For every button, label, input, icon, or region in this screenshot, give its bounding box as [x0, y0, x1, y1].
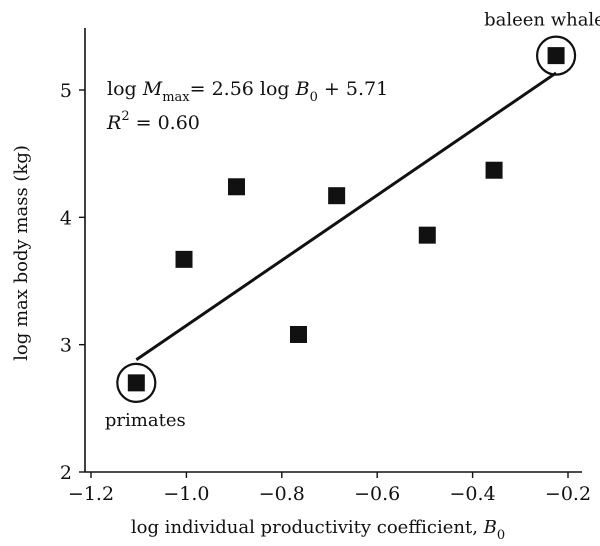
data-point	[175, 250, 193, 268]
regression-line	[135, 71, 557, 362]
x-tick-label: −1.2	[68, 483, 114, 505]
data-point	[547, 47, 565, 65]
data-point	[485, 161, 503, 179]
x-tick-label: −0.2	[545, 483, 591, 505]
data-point	[227, 178, 245, 196]
y-axis-title: log max body mass (kg)	[11, 145, 32, 361]
y-tick-label: 5	[60, 80, 72, 102]
data-point	[418, 226, 436, 244]
point-labels: primates baleen whales	[105, 10, 600, 431]
y-tick-label: 4	[60, 207, 72, 229]
data-points	[127, 47, 565, 392]
y-tick-label: 3	[60, 335, 72, 357]
highlight-circle	[535, 35, 577, 76]
fit-line-layer	[135, 71, 557, 362]
data-point	[289, 325, 307, 343]
y-tick-label: 2	[60, 462, 72, 484]
x-tick-label: −0.8	[259, 483, 305, 505]
x-tick-label: −0.6	[354, 483, 400, 505]
data-point	[328, 187, 346, 205]
r-squared: R2 = 0.60	[106, 109, 200, 134]
highlight-circle	[116, 362, 157, 403]
x-axis-title: log individual productivity coefficient,…	[131, 517, 505, 543]
point-label: primates	[105, 410, 186, 431]
x-tick-label: −1.0	[163, 483, 209, 505]
axes	[84, 28, 582, 473]
x-ticks: −1.2 −1.0 −0.8 −0.6 −0.4 −0.2	[68, 472, 591, 505]
point-label: baleen whales	[484, 10, 600, 31]
fit-equation: log Mmax= 2.56 log B0 + 5.71	[107, 78, 388, 105]
highlight-circles	[116, 35, 577, 403]
data-point	[127, 374, 145, 392]
y-ticks: 2 3 4 5	[60, 80, 85, 484]
x-tick-label: −0.4	[450, 483, 496, 505]
